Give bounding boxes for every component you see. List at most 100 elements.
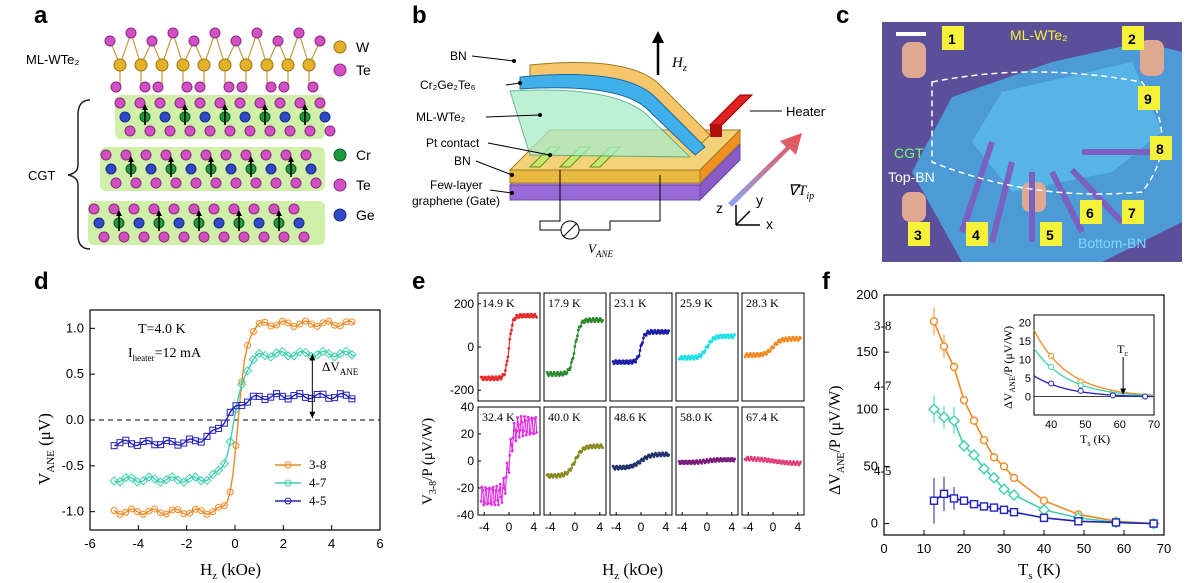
data-point xyxy=(494,488,498,492)
data-point xyxy=(999,462,1009,471)
hz-label: H xyxy=(671,55,684,71)
te-atom xyxy=(158,231,170,243)
data-point xyxy=(347,350,357,360)
e-xlabel: H xyxy=(602,560,614,579)
data-point xyxy=(519,414,523,418)
data-point xyxy=(533,312,537,316)
data-point xyxy=(644,334,648,337)
data-point xyxy=(667,453,671,457)
te-atom xyxy=(184,125,196,137)
te-atom xyxy=(134,97,146,109)
data-point xyxy=(1111,518,1121,527)
data-point xyxy=(144,472,154,482)
data-point xyxy=(939,489,949,499)
svg-text:2: 2 xyxy=(1128,31,1136,47)
data-point xyxy=(518,428,522,432)
data-point xyxy=(772,346,776,350)
legend-label: 3-8 xyxy=(309,457,326,472)
data-point xyxy=(497,503,500,507)
scale-bar xyxy=(896,32,926,36)
te-atom xyxy=(258,231,270,243)
data-point xyxy=(503,487,506,490)
d-xlabel: H xyxy=(200,560,212,579)
te-atom xyxy=(160,149,172,161)
data-point xyxy=(520,420,524,424)
grad-label: ∇T xyxy=(788,183,808,199)
data-point xyxy=(151,505,159,513)
data-point xyxy=(949,494,959,503)
te-atom xyxy=(265,81,277,93)
legend-marker xyxy=(284,497,292,505)
te-atom xyxy=(314,35,326,47)
data-point xyxy=(284,319,292,327)
panel-label-f: f xyxy=(822,268,830,295)
data-point xyxy=(562,372,565,376)
f-label-4-7: 4-7 xyxy=(874,378,892,393)
data-point xyxy=(778,459,782,463)
data-point xyxy=(625,359,629,363)
data-point xyxy=(534,416,538,419)
inset-x-tick-label: 50 xyxy=(1079,419,1091,431)
data-point xyxy=(576,328,580,332)
te-atom xyxy=(300,149,312,161)
data-point xyxy=(573,460,577,464)
ge-atom xyxy=(319,111,331,123)
data-point xyxy=(680,354,684,358)
data-point xyxy=(731,336,735,340)
svg-text:Hz (kOe): Hz (kOe) xyxy=(602,560,663,580)
te-atom xyxy=(298,231,310,243)
data-point xyxy=(507,347,511,350)
te-atom xyxy=(236,81,248,93)
data-point xyxy=(248,354,259,365)
ge-atom xyxy=(199,111,211,123)
panel-b-schematic: Hz ∇Tip Heater BN Cr₂Ge₂Te₆ ML-WTe₂ Pt c… xyxy=(412,31,826,259)
svg-text:9: 9 xyxy=(1144,91,1152,107)
te-atom xyxy=(174,97,186,109)
te-atom xyxy=(198,231,210,243)
data-point xyxy=(565,371,569,375)
data-point xyxy=(244,341,252,349)
data-point xyxy=(662,331,666,335)
y-tick-label: -0.5 xyxy=(62,458,84,473)
data-point xyxy=(719,333,723,337)
te-atom xyxy=(118,231,130,243)
data-point xyxy=(635,357,638,361)
label-cgt: Cr₂Ge₂Te₆ xyxy=(420,78,476,92)
data-point xyxy=(799,460,803,464)
y-tick-label: 50 xyxy=(864,458,878,473)
data-point xyxy=(510,443,513,446)
data-point xyxy=(729,333,733,336)
te-atom xyxy=(100,149,112,161)
x-tick-label: -4 xyxy=(479,520,490,534)
te-atom xyxy=(168,203,180,215)
data-point xyxy=(570,466,573,470)
data-point xyxy=(180,439,188,447)
data-point xyxy=(570,360,573,364)
x-tick-label: 20 xyxy=(957,541,971,556)
data-point xyxy=(503,373,506,377)
data-point xyxy=(678,357,682,361)
x-tick-label: 4 xyxy=(596,520,603,534)
axes-triad xyxy=(735,205,760,226)
te-atom xyxy=(214,97,226,109)
data-point xyxy=(525,430,529,434)
data-point xyxy=(959,496,969,505)
data-point xyxy=(699,355,703,359)
data-point xyxy=(491,485,495,489)
te-atom xyxy=(114,97,126,109)
te-atom xyxy=(152,81,164,93)
pad-2 xyxy=(1140,40,1164,76)
x-tick-label: -4 xyxy=(677,520,688,534)
te-atom xyxy=(278,231,290,243)
panel-d-plot: -6 -4 -2 0 2 4 6 -1.0 -0.5 0.0 0.5 1.0 3-8 4-7 4-5 xyxy=(62,309,384,551)
te-atom xyxy=(272,35,284,47)
te-atom xyxy=(210,177,222,189)
te-atom xyxy=(280,149,292,161)
legend-label: 4-7 xyxy=(309,475,327,490)
data-point xyxy=(979,435,989,445)
te-atom xyxy=(130,177,142,189)
y-tick-label: 0 xyxy=(467,454,474,468)
data-point xyxy=(515,429,519,433)
inset-data-point xyxy=(1077,387,1084,394)
w-atom xyxy=(239,58,253,72)
